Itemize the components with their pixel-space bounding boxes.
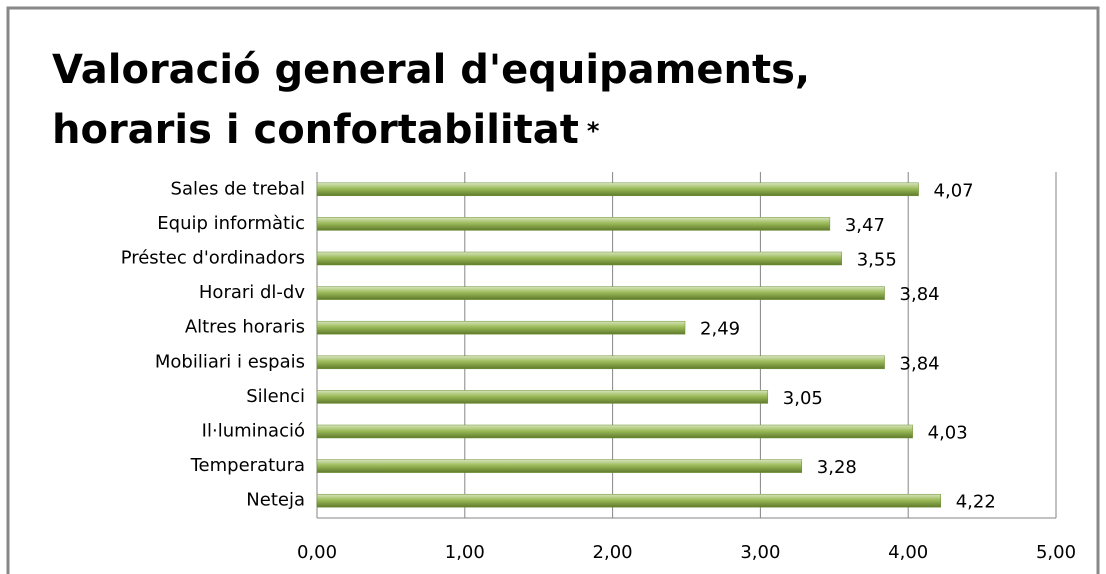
chart-title: Valoració general d'equipaments,	[52, 47, 810, 93]
y-tick-label: Sales de trebal	[171, 178, 305, 199]
y-tick-label: Il·luminació	[202, 421, 305, 442]
x-tick-label: 1,00	[445, 542, 485, 563]
chart-title: horaris i confortabilitat	[52, 107, 579, 153]
x-tick-label: 3,00	[740, 542, 780, 563]
y-tick-label: Temperatura	[190, 455, 305, 476]
y-tick-label: Neteja	[246, 490, 305, 511]
title-mark: *	[587, 117, 600, 145]
data-label: 3,47	[845, 215, 885, 236]
y-tick-label: Altres horaris	[185, 317, 305, 338]
y-tick-label: Silenci	[246, 386, 305, 407]
y-tick-label: Equip informàtic	[157, 213, 305, 234]
y-tick-label: Mobiliari i espais	[155, 351, 305, 372]
bar	[316, 182, 919, 197]
bar	[316, 459, 803, 473]
x-tick-label: 2,00	[593, 542, 633, 563]
y-tick-label: Horari dl-dv	[199, 282, 305, 303]
data-label: 4,03	[928, 423, 968, 444]
chart-title-line: horaris i confortabilitat *	[52, 107, 600, 153]
data-label: 2,49	[700, 319, 740, 340]
bar	[316, 424, 913, 439]
data-label: 3,84	[900, 284, 940, 305]
data-label: 3,05	[783, 388, 823, 409]
bar	[316, 320, 686, 335]
bar	[316, 217, 831, 231]
data-label: 3,84	[900, 353, 940, 374]
x-tick-label: 5,00	[1036, 542, 1076, 563]
data-label: 3,55	[857, 250, 897, 271]
x-tick-label: 0,00	[297, 542, 337, 563]
bar	[316, 286, 885, 300]
data-label: 4,22	[956, 492, 996, 513]
bar	[316, 493, 941, 508]
x-tick-label: 4,00	[888, 542, 928, 563]
data-label: 3,28	[817, 457, 857, 478]
bar	[316, 251, 842, 266]
bar	[316, 355, 885, 370]
data-label: 4,07	[934, 180, 974, 201]
y-tick-label: Préstec d'ordinadors	[121, 248, 305, 269]
bar	[316, 390, 769, 404]
